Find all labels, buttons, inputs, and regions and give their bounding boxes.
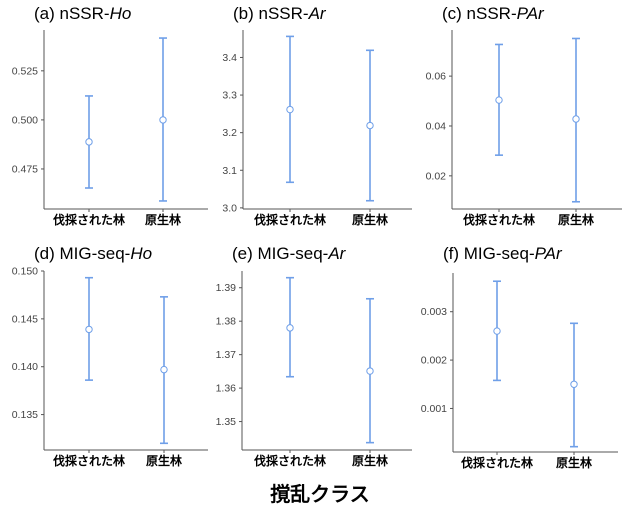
panel-c: (c) nSSR-PAr 0.02 0.04 0.06 伐採された林 原生林 xyxy=(426,4,622,227)
panel-title: (c) nSSR-PAr xyxy=(442,4,545,23)
x-tick-label: 伐採された林 xyxy=(254,212,326,227)
x-tick-label: 伐採された林 xyxy=(53,453,125,468)
y-tick-label: 1.39 xyxy=(216,282,237,294)
panel-e: (e) MIG-seq-Ar 1.35 1.36 1.37 1.38 1.39 伐採された林… xyxy=(216,244,412,468)
mean-point xyxy=(159,116,167,124)
x-tick-label: 伐採された林 xyxy=(53,212,125,227)
panel-title: (e) MIG-seq-Ar xyxy=(232,244,347,263)
y-tick-label: 0.145 xyxy=(12,313,38,325)
x-tick-label: 原生林 xyxy=(145,212,181,227)
y-tick-label: 1.37 xyxy=(216,349,237,361)
y-tick-label: 3.2 xyxy=(222,127,237,139)
mean-point xyxy=(493,327,501,335)
panel-title: (b) nSSR-Ar xyxy=(233,4,327,23)
x-tick-label: 原生林 xyxy=(558,212,594,227)
mean-point xyxy=(366,367,374,375)
y-tick-label: 0.140 xyxy=(12,361,38,373)
y-tick-label: 0.06 xyxy=(426,71,447,83)
y-tick-label: 0.001 xyxy=(421,403,447,415)
x-tick-label: 伐採された林 xyxy=(254,453,326,468)
x-tick-label: 原生林 xyxy=(146,453,182,468)
y-tick-label: 0.02 xyxy=(426,170,447,182)
y-tick-label: 3.0 xyxy=(222,202,237,214)
y-tick-label: 0.003 xyxy=(421,306,447,318)
x-tick-label: 伐採された林 xyxy=(463,212,535,227)
x-tick-label: 原生林 xyxy=(556,455,592,470)
y-tick-label: 1.35 xyxy=(216,416,237,428)
panel-title: (a) nSSR-Ho xyxy=(34,4,131,23)
mean-point xyxy=(286,105,294,114)
y-tick-label: 0.150 xyxy=(12,266,38,278)
mean-point xyxy=(366,121,374,130)
panel-f: (f) MIG-seq-PAr 0.001 0.002 0.003 伐採された林 原生林 xyxy=(421,244,618,470)
mean-point xyxy=(85,325,93,334)
mean-point xyxy=(572,115,580,123)
mean-point xyxy=(286,324,294,332)
y-tick-label: 0.002 xyxy=(421,355,447,367)
panel-title: (f) MIG-seq-PAr xyxy=(443,244,563,263)
y-tick-label: 0.04 xyxy=(426,120,447,132)
y-tick-label: 1.36 xyxy=(216,383,237,395)
y-tick-label: 0.500 xyxy=(12,114,38,126)
y-tick-label: 3.1 xyxy=(222,165,237,177)
x-tick-label: 原生林 xyxy=(352,212,388,227)
panel-b: (b) nSSR-Ar 3.0 3.1 3.2 3.3 3.4 伐採された林 原生林 xyxy=(222,4,412,227)
y-tick-label: 0.525 xyxy=(12,65,38,77)
y-tick-label: 3.3 xyxy=(222,90,237,102)
panel-d: (d) MIG-seq-Ho 0.135 0.140 0.145 0.150 伐採された林… xyxy=(12,244,208,468)
mean-point xyxy=(85,138,93,146)
mean-point xyxy=(495,96,503,104)
mean-point xyxy=(160,365,168,374)
y-tick-label: 0.135 xyxy=(12,409,38,421)
mean-point xyxy=(570,380,578,388)
x-tick-label: 伐採された林 xyxy=(461,455,533,470)
x-axis-label: 撹乱クラス xyxy=(270,482,370,506)
y-tick-label: 1.38 xyxy=(216,316,237,328)
y-tick-label: 3.4 xyxy=(222,52,237,64)
panel-title: (d) MIG-seq-Ho xyxy=(34,244,152,263)
x-tick-label: 原生林 xyxy=(352,453,388,468)
y-tick-label: 0.475 xyxy=(12,163,38,175)
panel-a: (a) nSSR-Ho 0.475 0.500 0.525 伐採された林 原生林 xyxy=(12,4,208,227)
